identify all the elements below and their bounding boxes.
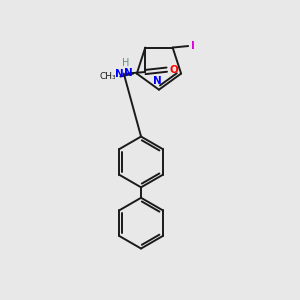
Text: CH₃: CH₃ — [99, 72, 116, 81]
Text: O: O — [169, 64, 178, 75]
Text: N: N — [153, 76, 162, 86]
Text: I: I — [191, 41, 195, 51]
Text: N: N — [115, 68, 124, 79]
Text: H: H — [122, 58, 129, 68]
Text: N: N — [124, 68, 133, 78]
